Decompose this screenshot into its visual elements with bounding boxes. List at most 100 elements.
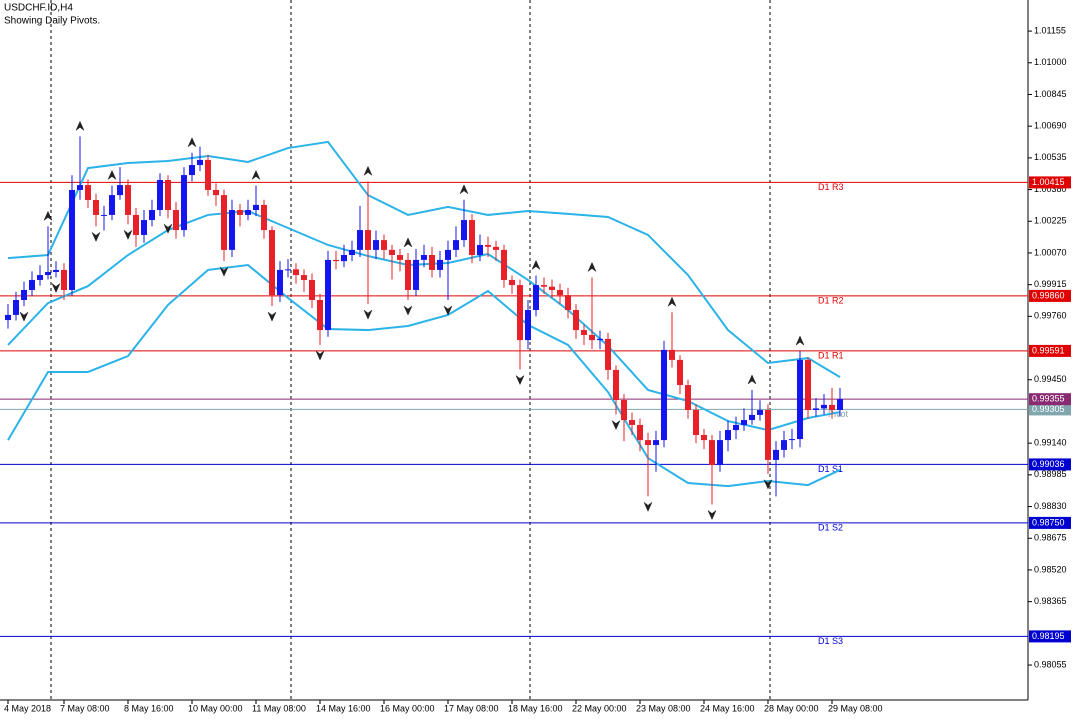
candle-body <box>165 179 171 211</box>
candle-body <box>781 440 787 450</box>
price-label: 0.99036 <box>1032 459 1065 469</box>
fractal-up <box>363 165 373 177</box>
fractal-down <box>443 305 453 316</box>
price-label-box <box>1029 403 1071 416</box>
candle-body <box>285 269 291 271</box>
price-label: 0.99355 <box>1032 394 1065 404</box>
candle-body <box>717 440 723 466</box>
candle-body <box>269 230 275 296</box>
fractal-up <box>75 120 85 132</box>
candle-body <box>237 210 243 215</box>
fractal-up <box>667 296 677 308</box>
candle-body <box>733 424 739 431</box>
y-tick-label: 1.00070 <box>1034 247 1067 257</box>
candle-body <box>413 259 419 290</box>
fractal-up <box>107 169 117 181</box>
candle-body <box>685 385 691 411</box>
candle-body <box>189 165 195 176</box>
candle-body <box>541 285 547 287</box>
fractal-down <box>763 479 773 490</box>
fractal-up <box>747 374 757 385</box>
price-label-box <box>1029 393 1071 406</box>
candle-body <box>197 159 203 166</box>
candle-body <box>749 414 755 421</box>
candle-body <box>85 185 91 200</box>
y-tick-label: 0.98675 <box>1034 533 1067 543</box>
x-tick-label: 4 May 2018 <box>4 703 51 713</box>
candle-body <box>653 440 659 445</box>
candle-body <box>53 269 59 272</box>
candle-body <box>789 439 795 441</box>
candle-body <box>661 349 667 441</box>
pivot-label: D1 R1 <box>818 350 844 360</box>
price-label-box <box>1029 458 1071 471</box>
candle-body <box>549 286 555 290</box>
candle-body <box>405 259 411 290</box>
fractal-up <box>251 169 261 181</box>
candle-body <box>693 410 699 435</box>
x-tick-label: 28 May 00:00 <box>764 703 819 713</box>
y-tick-label: 0.99140 <box>1034 438 1067 448</box>
candle-body <box>325 259 331 331</box>
candle-body <box>805 359 811 411</box>
y-tick-label: 0.98365 <box>1034 596 1067 606</box>
candle-body <box>21 289 27 300</box>
candle-body <box>253 204 259 211</box>
candle-body <box>741 420 747 425</box>
x-tick-label: 7 May 08:00 <box>60 703 110 713</box>
price-label: 0.99591 <box>1032 345 1065 355</box>
fractal-down <box>611 419 621 431</box>
candle-body <box>533 285 539 311</box>
candle-body <box>229 210 235 250</box>
x-tick-label: 24 May 16:00 <box>700 703 755 713</box>
price-label: 1.00415 <box>1032 177 1065 187</box>
chart-title: USDCHF.ID,H4 <box>4 3 73 14</box>
candle-body <box>37 275 43 280</box>
candle-body <box>277 269 283 296</box>
y-tick-label: 1.01155 <box>1034 25 1066 35</box>
y-tick-label: 0.99915 <box>1034 279 1067 289</box>
fractal-down <box>363 309 373 320</box>
candle-body <box>725 430 731 441</box>
candle-body <box>437 259 443 270</box>
candle-body <box>517 285 523 341</box>
band-line <box>7 263 841 488</box>
y-tick-label: 0.98055 <box>1034 659 1067 669</box>
candle-body <box>557 289 563 296</box>
price-label-box <box>1029 630 1071 643</box>
pivot-label: Pivot <box>828 409 849 419</box>
x-tick-label: 11 May 08:00 <box>252 703 306 713</box>
candle-body <box>365 230 371 250</box>
candle-body <box>581 330 587 335</box>
candle-body <box>765 410 771 460</box>
period-separators <box>50 0 771 700</box>
y-tick-label: 1.01000 <box>1034 57 1067 67</box>
chart-subtitle: Showing Daily Pivots. <box>4 16 100 27</box>
candle-body <box>205 159 211 190</box>
candle-body <box>429 255 435 270</box>
candle-body <box>677 359 683 386</box>
fractal-up <box>187 137 197 148</box>
candle-body <box>29 279 35 290</box>
fractal-down <box>707 509 717 521</box>
candle-body <box>501 249 507 280</box>
candle-body <box>397 255 403 260</box>
candle-body <box>125 185 131 215</box>
fractal-down <box>315 350 325 361</box>
pivot-label: D1 R2 <box>818 295 844 305</box>
candle-body <box>565 295 571 311</box>
fractal-down <box>91 231 101 242</box>
candle-body <box>5 314 11 321</box>
candle-body <box>813 408 819 411</box>
band-line <box>7 140 841 378</box>
x-tick-label: 18 May 16:00 <box>508 703 563 713</box>
candle-body <box>301 275 307 280</box>
fractal-down <box>123 229 133 240</box>
fractal-down <box>515 374 525 386</box>
candle-body <box>69 189 75 290</box>
candle-body <box>469 220 475 256</box>
candle-body <box>77 185 83 190</box>
price-label: 0.98195 <box>1032 631 1065 641</box>
candle-body <box>509 279 515 286</box>
price-label-box <box>1029 289 1071 302</box>
